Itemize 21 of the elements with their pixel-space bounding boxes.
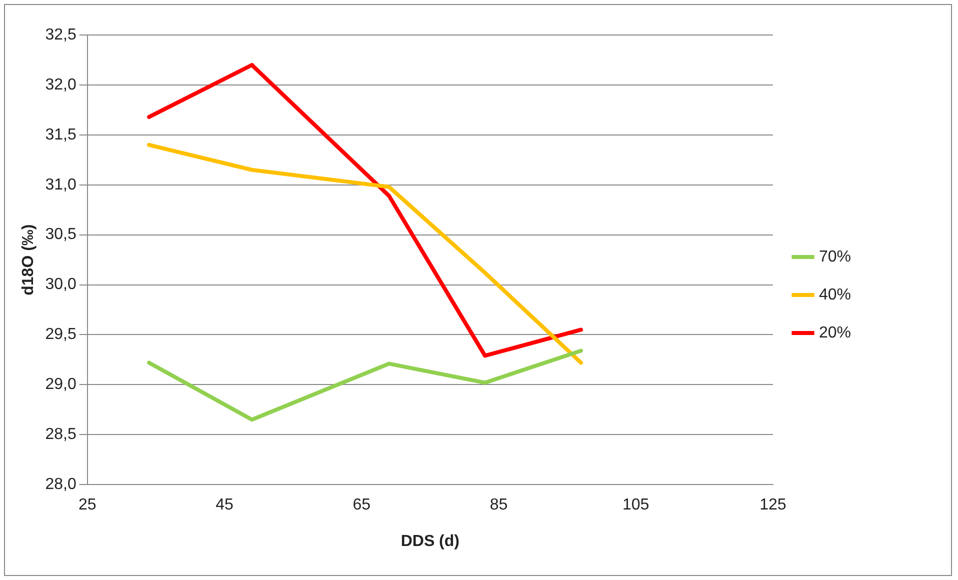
- y-tick-label: 29,0: [45, 376, 76, 394]
- x-tick-label: 65: [352, 496, 371, 514]
- y-tick-label: 30,0: [45, 276, 76, 294]
- x-tick-label: 105: [622, 496, 650, 514]
- x-tick-label: 125: [760, 496, 786, 514]
- legend-label: 40%: [818, 286, 852, 304]
- legend-label: 20%: [818, 324, 852, 342]
- x-tick-label: 45: [216, 496, 234, 514]
- legend-label: 70%: [818, 248, 852, 266]
- y-tick-label: 31,5: [45, 126, 76, 144]
- y-axis-title: d18O (‰): [20, 224, 38, 296]
- y-tick-label: 28,0: [45, 476, 76, 494]
- y-tick-label: 28,5: [45, 426, 76, 444]
- x-axis-title: DDS (d): [400, 532, 460, 550]
- x-tick-label: 25: [78, 496, 96, 514]
- y-tick-label: 32,0: [45, 76, 76, 94]
- y-tick-label: 30,5: [45, 226, 76, 244]
- y-tick-label: 31,0: [45, 176, 76, 194]
- x-tick-label: 85: [490, 496, 508, 514]
- y-tick-label: 29,5: [45, 326, 76, 344]
- y-tick-label: 32,5: [45, 26, 76, 44]
